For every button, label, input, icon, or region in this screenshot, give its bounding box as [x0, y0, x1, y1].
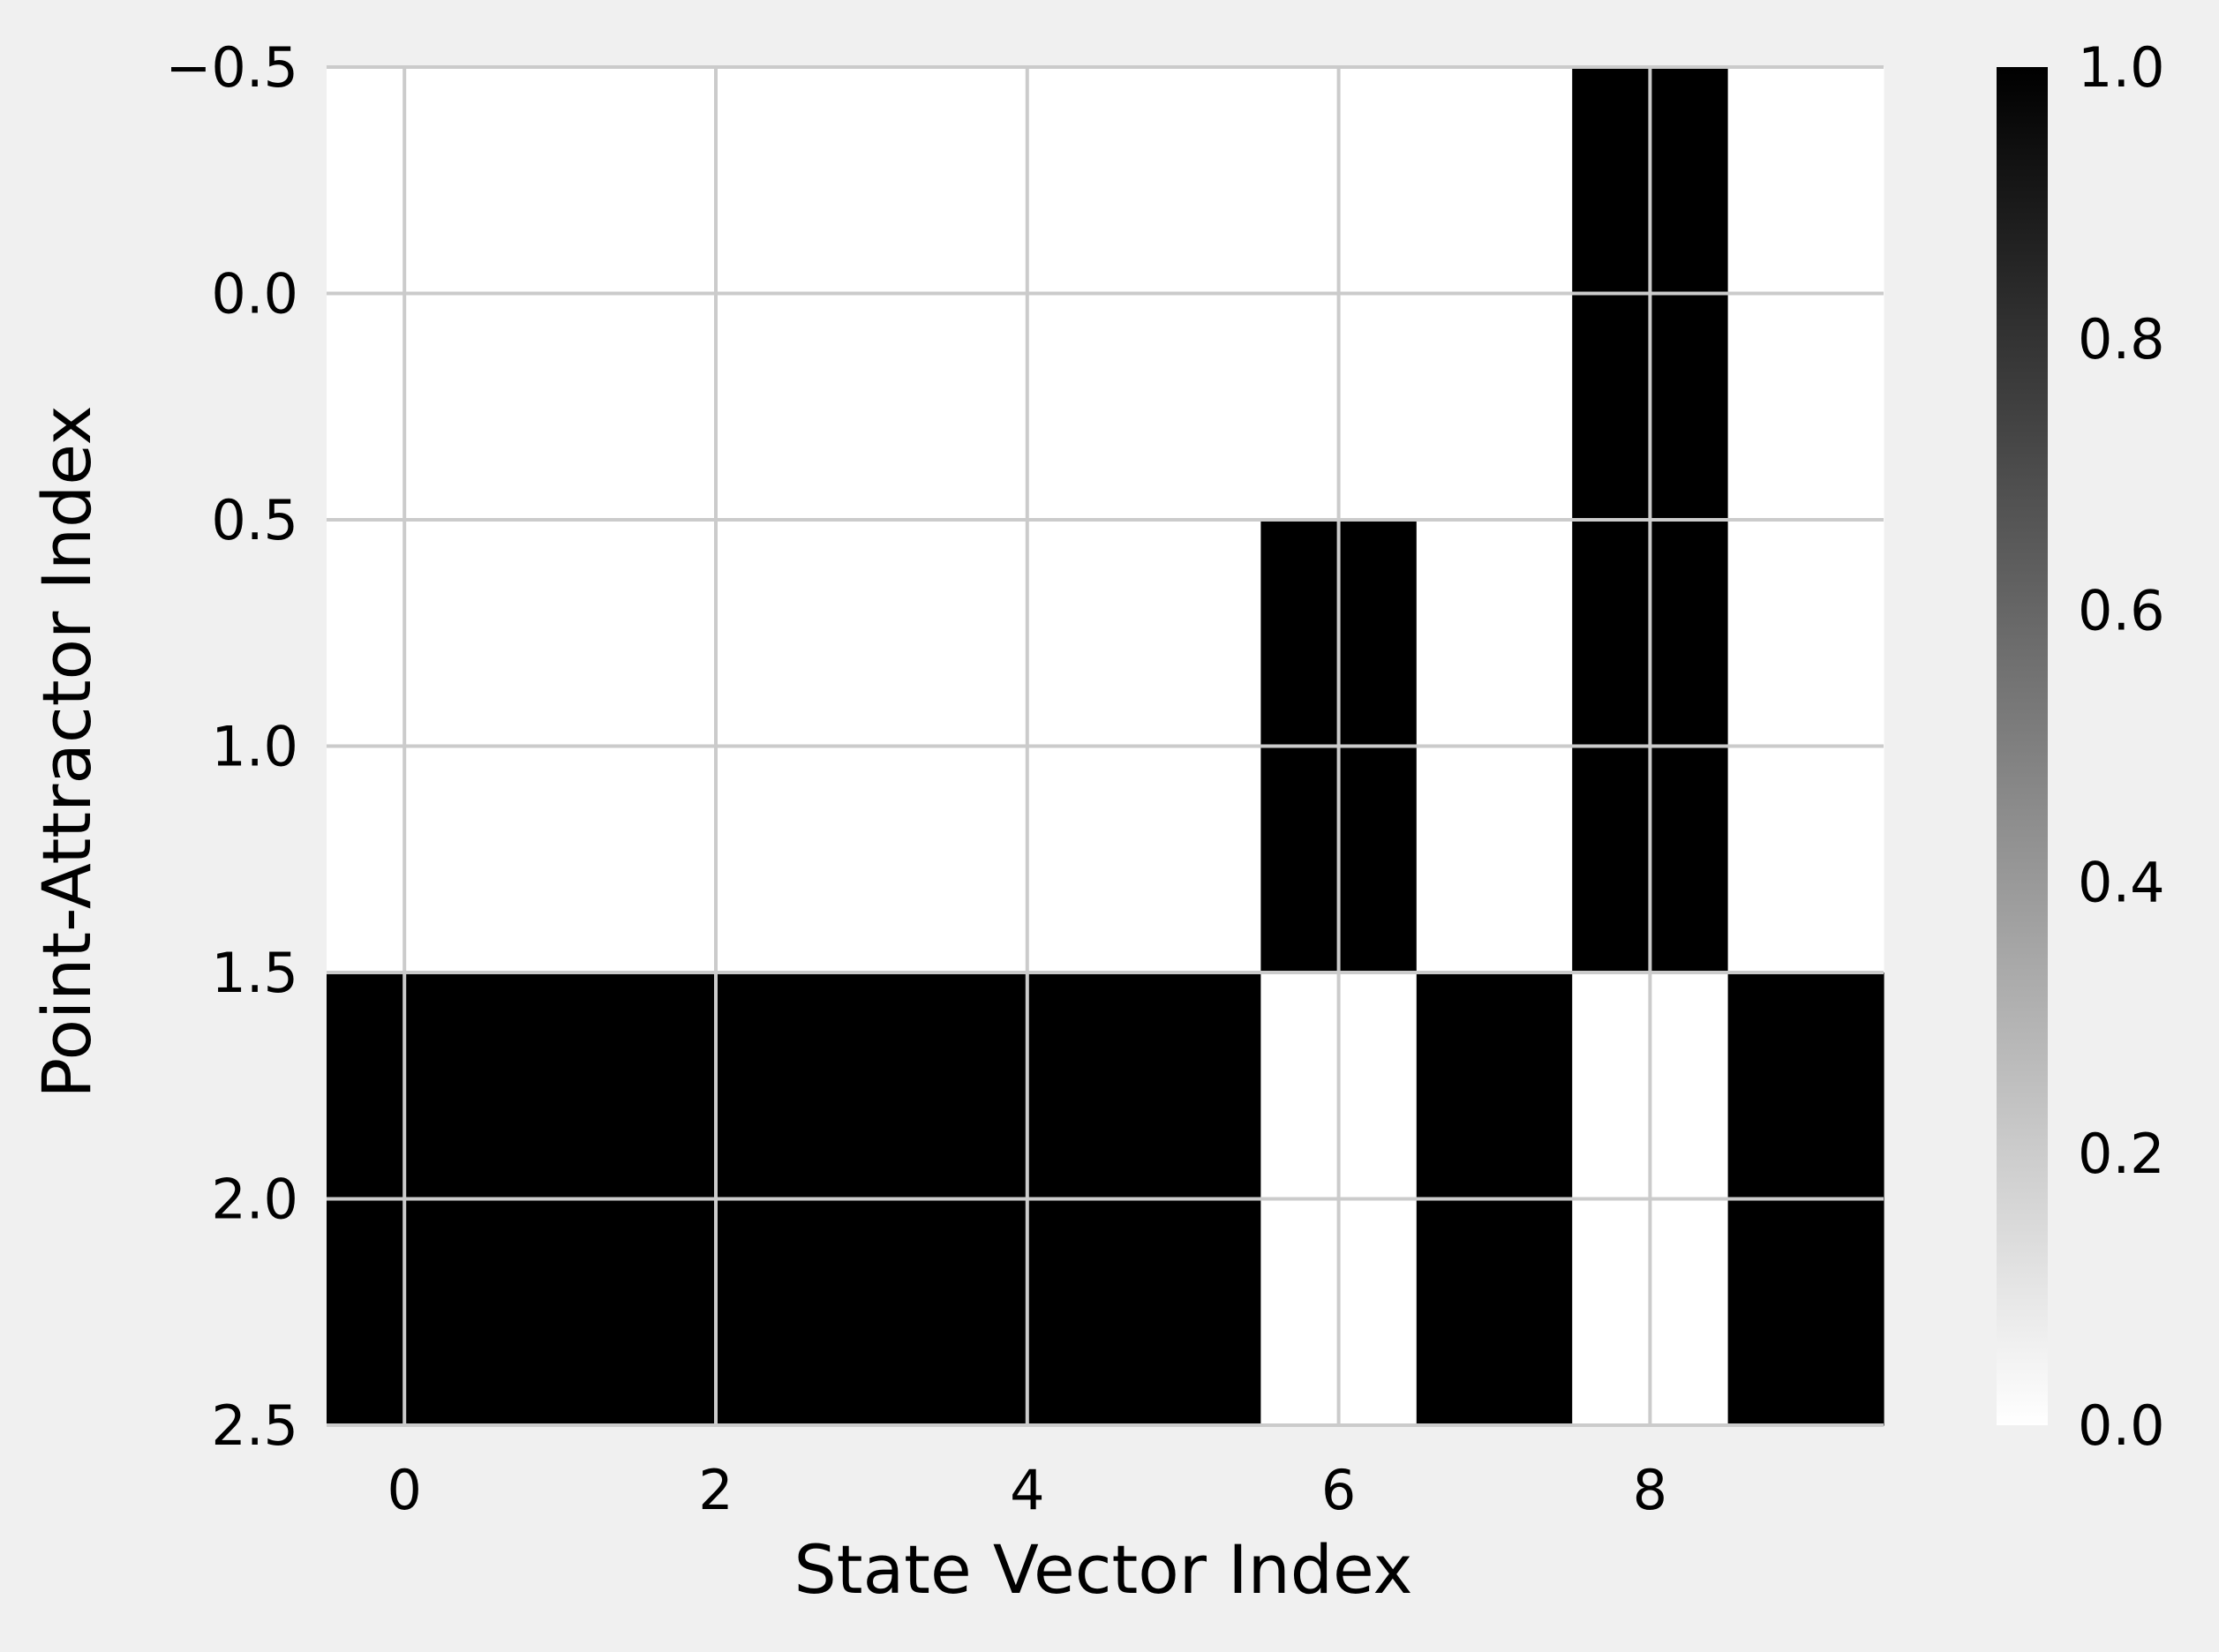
x-tick-label: 2	[698, 1458, 733, 1522]
y-tick-label: 0.5	[211, 488, 298, 552]
colorbar-tick-label: 0.4	[2078, 850, 2165, 914]
colorbar-tick-label: 1.0	[2078, 35, 2165, 100]
colorbar-tick-label: 0.8	[2078, 307, 2165, 372]
grid-lines	[327, 65, 1884, 1427]
y-tick-label: 0.0	[211, 262, 298, 327]
y-axis-ticks: −0.5 0.0 0.5 1.0 1.5 2.0 2.5	[165, 35, 298, 1458]
colorbar-tick-label: 0.0	[2078, 1393, 2165, 1458]
y-axis-label: Point-Attractor Index	[27, 405, 106, 1098]
y-tick-label: 1.0	[211, 715, 298, 779]
x-tick-label: 8	[1633, 1458, 1667, 1522]
colorbar-tick-label: 0.2	[2078, 1122, 2165, 1186]
x-tick-label: 0	[387, 1458, 421, 1522]
y-tick-label: 2.5	[211, 1393, 298, 1458]
y-tick-label: 1.5	[211, 941, 298, 1005]
x-axis-label: State Vector Index	[794, 1530, 1413, 1609]
colorbar-tick-label: 0.6	[2078, 579, 2165, 643]
y-tick-label: −0.5	[165, 35, 298, 100]
colorbar	[1997, 67, 2048, 1425]
x-tick-label: 4	[1010, 1458, 1044, 1522]
x-axis-ticks: 0 2 4 6 8	[387, 1458, 1667, 1522]
colorbar-ticks: 0.0 0.2 0.4 0.6 0.8 1.0	[2078, 35, 2165, 1458]
x-tick-label: 6	[1321, 1458, 1356, 1522]
y-tick-label: 2.0	[211, 1168, 298, 1232]
